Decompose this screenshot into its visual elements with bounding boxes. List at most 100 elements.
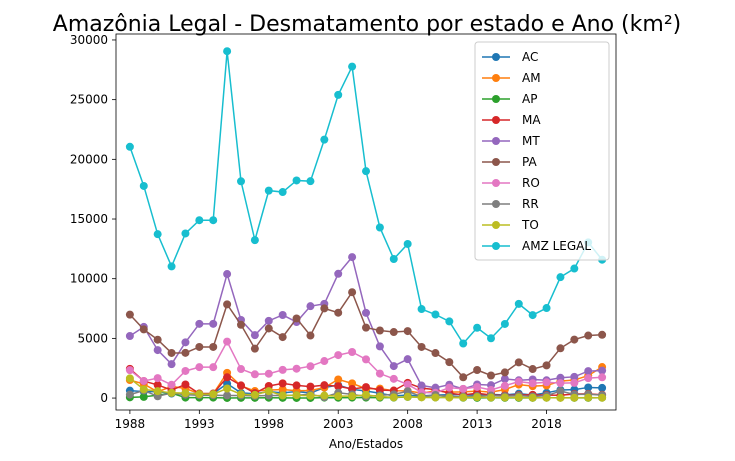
series-amz-legal [125, 47, 607, 348]
data-point-amz-legal [403, 239, 412, 248]
data-point-amz-legal [542, 304, 551, 313]
data-point-ro [528, 379, 537, 388]
y-tick-label: 10000 [70, 272, 108, 286]
legend-marker [492, 53, 500, 61]
data-point-am [334, 375, 343, 384]
data-point-to [556, 393, 565, 402]
data-point-amz-legal [348, 62, 357, 71]
legend-label: AM [522, 71, 541, 85]
data-point-amz-legal [250, 236, 259, 245]
data-point-pa [195, 342, 204, 351]
data-point-to [570, 393, 579, 402]
x-tick-label: 1993 [184, 417, 215, 431]
y-tick-label: 20000 [70, 152, 108, 166]
data-point-ro [459, 384, 468, 393]
data-point-to [348, 392, 357, 401]
data-point-pa [500, 368, 509, 377]
data-point-pa [250, 344, 259, 353]
data-point-to [542, 393, 551, 402]
data-point-to [223, 384, 232, 393]
data-point-mt [278, 310, 287, 319]
data-point-pa [459, 373, 468, 382]
data-point-pa [375, 326, 384, 335]
data-point-pa [542, 361, 551, 370]
data-point-amz-legal [514, 299, 523, 308]
data-point-ro [125, 366, 134, 375]
data-point-amz-legal [431, 310, 440, 319]
data-point-am [348, 379, 357, 388]
data-point-amz-legal [320, 135, 329, 144]
data-point-pa [389, 328, 398, 337]
legend-marker [492, 242, 500, 250]
data-point-to [514, 393, 523, 402]
legend-marker [492, 158, 500, 166]
data-point-ma [181, 380, 190, 389]
data-point-pa [306, 331, 315, 340]
data-point-to [125, 374, 134, 383]
data-point-mt [389, 362, 398, 371]
legend-label: TO [521, 218, 539, 232]
data-point-amz-legal [264, 186, 273, 195]
data-point-ro [264, 369, 273, 378]
data-point-amz-legal [487, 334, 495, 343]
data-point-to [320, 391, 329, 400]
data-point-pa [181, 348, 190, 357]
data-point-amz-legal [445, 317, 454, 326]
data-point-amz-legal [500, 319, 509, 328]
plot-area: 1988 1993 1998 2003 2008 2013 2018 0 5000 10000 1… [70, 33, 617, 431]
data-point-pa [125, 310, 134, 319]
data-point-amz-legal [334, 90, 343, 99]
data-point-am [278, 385, 287, 394]
data-point-pa [528, 365, 537, 374]
data-point-to [375, 392, 384, 401]
data-point-ro [375, 369, 384, 378]
legend-item-to: TO [482, 218, 539, 232]
data-point-ro [139, 376, 148, 385]
data-point-pa [445, 358, 454, 367]
data-point-mt [223, 270, 232, 279]
data-point-ro [570, 378, 579, 387]
legend-label: RO [522, 176, 540, 190]
series-to [125, 374, 607, 402]
y-tick-label: 5000 [77, 331, 108, 345]
y-tick-label: 15000 [70, 212, 108, 226]
y-tick-label: 0 [100, 391, 108, 405]
data-point-amz-legal [556, 273, 565, 282]
data-point-pa [278, 333, 287, 342]
data-point-mt [403, 355, 412, 364]
data-point-ro [362, 355, 370, 364]
data-point-ac [584, 383, 593, 392]
legend-label: MA [522, 113, 541, 127]
data-point-ro [445, 383, 454, 392]
data-point-amz-legal [375, 223, 384, 232]
data-point-ro [292, 364, 301, 373]
legend-label: AMZ LEGAL [522, 239, 591, 253]
data-point-ro [403, 380, 412, 389]
data-point-pa [598, 330, 607, 339]
data-point-mt [500, 374, 509, 383]
data-point-ro [473, 382, 482, 391]
data-point-ro [320, 357, 329, 366]
data-point-amz-legal [125, 142, 134, 151]
data-point-to [487, 393, 495, 402]
data-point-pa [209, 342, 218, 351]
x-axis-label: Ano/Estados [329, 437, 403, 451]
data-point-ro [278, 365, 287, 374]
data-point-to [139, 385, 148, 394]
data-point-amz-legal [362, 167, 370, 176]
data-point-pa [570, 335, 579, 344]
data-point-to [209, 390, 218, 399]
data-point-pa [237, 320, 245, 329]
data-point-pa [139, 325, 148, 334]
data-point-ro [334, 351, 343, 360]
legend-marker [492, 74, 500, 82]
data-point-ma [278, 379, 287, 388]
data-point-to [334, 392, 343, 401]
data-point-to [264, 387, 273, 396]
legend-item-ap: AP [482, 92, 537, 106]
legend: AC AM AP MA MT PA RO RR TO AMZ LEGAL [474, 41, 610, 261]
data-point-mt [264, 316, 273, 325]
data-point-pa [417, 342, 426, 351]
data-point-amz-legal [167, 262, 176, 271]
